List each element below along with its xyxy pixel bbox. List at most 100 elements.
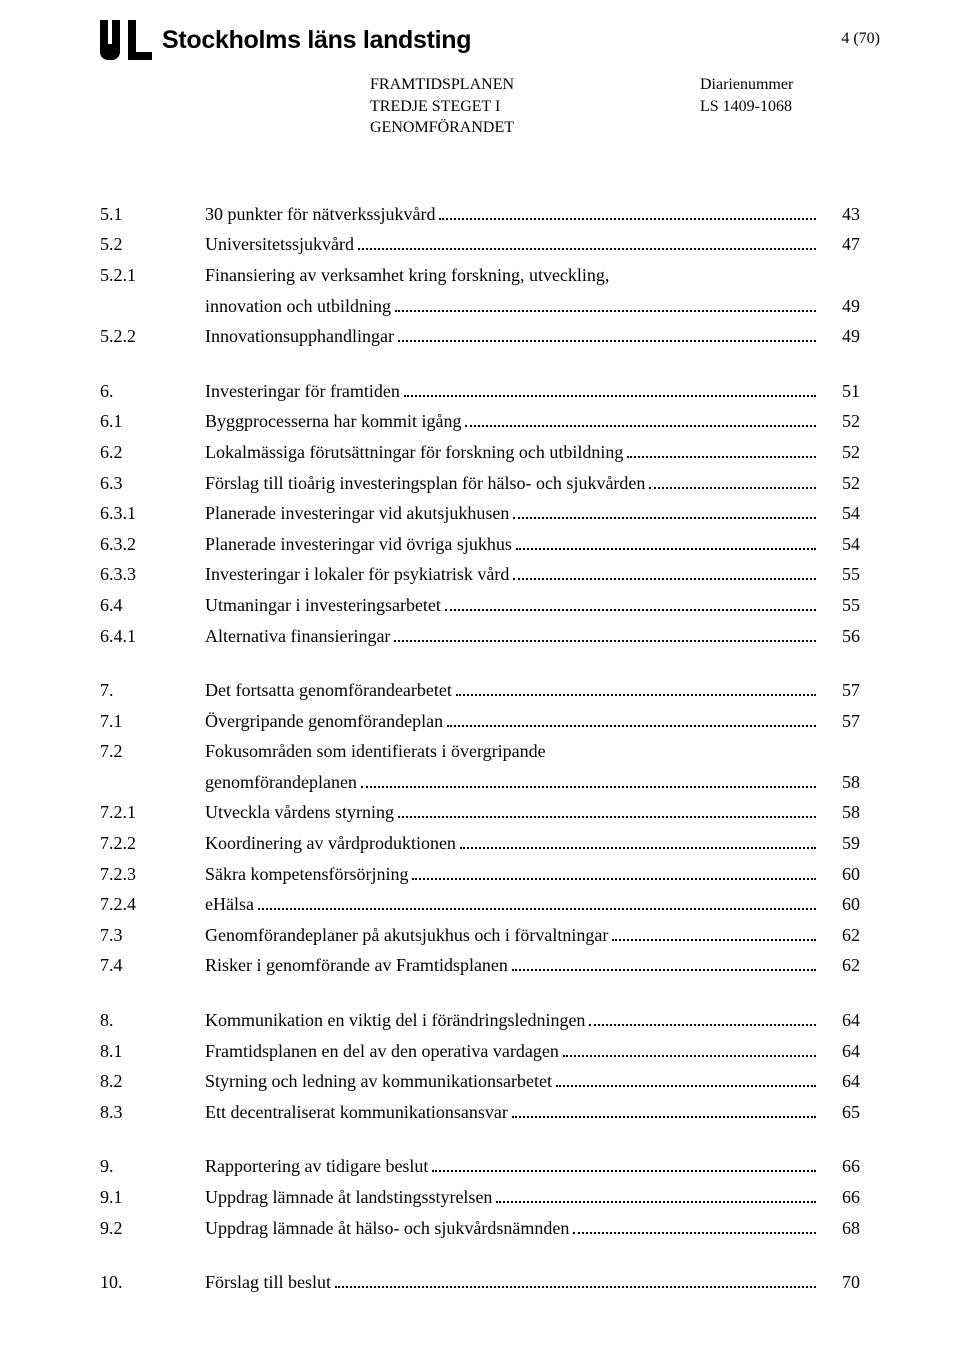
toc-leader-dots (460, 835, 816, 849)
toc-entry-number: 6. (100, 376, 205, 407)
toc-entry[interactable]: 7.2.1Utveckla vårdens styrning58 (100, 797, 860, 828)
toc-entry[interactable]: 7.3Genomförandeplaner på akutsjukhus och… (100, 920, 860, 951)
toc-leader-dots (573, 1219, 816, 1233)
toc-entry[interactable]: 9.Rapportering av tidigare beslut66 (100, 1151, 860, 1182)
toc-entry[interactable]: 7.4Risker i genomförande av Framtidsplan… (100, 950, 860, 981)
toc-entry-title: Koordinering av vårdproduktionen (205, 828, 456, 859)
toc-entry-number: 7.2.4 (100, 889, 205, 920)
toc-entry-number: 8.3 (100, 1097, 205, 1128)
toc-entry-page: 64 (820, 1036, 860, 1067)
toc-entry-number: 10. (100, 1267, 205, 1298)
toc-leader-dots (612, 926, 816, 940)
toc-entry-page: 62 (820, 920, 860, 951)
toc-entry-number: 7.4 (100, 950, 205, 981)
toc-entry[interactable]: 10.Förslag till beslut 70 (100, 1267, 860, 1298)
toc-entry[interactable]: 6.Investeringar för framtiden51 (100, 376, 860, 407)
toc-leader-dots (398, 804, 816, 818)
toc-entry[interactable]: 6.1Byggprocesserna har kommit igång52 (100, 406, 860, 437)
toc-entry-title: Investeringar för framtiden (205, 376, 400, 407)
toc-leader-dots (513, 566, 816, 580)
toc-entry-title: genomförandeplanen (205, 767, 357, 798)
toc-entry[interactable]: 6.4Utmaningar i investeringsarbetet 55 (100, 590, 860, 621)
toc-entry-title: Planerade investeringar vid akutsjukhuse… (205, 498, 509, 529)
toc-entry-page: 55 (820, 559, 860, 590)
toc-entry-title: Uppdrag lämnade åt landstingsstyrelsen (205, 1182, 492, 1213)
toc-entry-body: Finansiering av verksamhet kring forskni… (205, 260, 860, 291)
page-number: 4 (70) (841, 30, 880, 48)
toc-entry[interactable]: 6.3.2Planerade investeringar vid övriga … (100, 529, 860, 560)
toc-entry[interactable]: 8.3Ett decentraliserat kommunikationsans… (100, 1097, 860, 1128)
toc-entry-body: Investeringar för framtiden51 (205, 376, 860, 407)
doc-title-line: TREDJE STEGET I (370, 96, 580, 118)
toc-entry-number: 7.1 (100, 706, 205, 737)
toc-entry-number: 6.4 (100, 590, 205, 621)
toc-group: 8.Kommunikation en viktig del i förändri… (100, 1005, 860, 1127)
toc-entry-title: Universitetssjukvård (205, 229, 354, 260)
toc-leader-dots (556, 1073, 816, 1087)
toc-entry[interactable]: 5.2Universitetssjukvård47 (100, 229, 860, 260)
toc-entry[interactable]: 5.2.1Finansiering av verksamhet kring fo… (100, 260, 860, 291)
toc-entry-page: 55 (820, 590, 860, 621)
toc-entry[interactable]: 7.1Övergripande genomförandeplan57 (100, 706, 860, 737)
toc-entry-title: Planerade investeringar vid övriga sjukh… (205, 529, 512, 560)
toc-entry-title: eHälsa (205, 889, 254, 920)
toc-leader-dots (465, 413, 816, 427)
toc-entry[interactable]: 6.2Lokalmässiga förutsättningar för fors… (100, 437, 860, 468)
toc-entry-body: Koordinering av vårdproduktionen 59 (205, 828, 860, 859)
doc-title-line: GENOMFÖRANDET (370, 117, 580, 139)
toc-entry-page: 70 (820, 1267, 860, 1298)
toc-entry[interactable]: 8.Kommunikation en viktig del i förändri… (100, 1005, 860, 1036)
toc-entry[interactable]: 9.2Uppdrag lämnade åt hälso- och sjukvår… (100, 1213, 860, 1244)
toc-leader-dots (496, 1189, 816, 1203)
toc-group: 9.Rapportering av tidigare beslut669.1Up… (100, 1151, 860, 1243)
toc-entry[interactable]: 7.2.4eHälsa60 (100, 889, 860, 920)
toc-leader-dots (361, 773, 816, 787)
toc-entry-page: 57 (820, 675, 860, 706)
toc-entry[interactable]: 7.Det fortsatta genomförandearbetet57 (100, 675, 860, 706)
toc-entry-page: 59 (820, 828, 860, 859)
toc-entry[interactable]: innovation och utbildning49 (100, 291, 860, 322)
toc-entry[interactable]: genomförandeplanen58 (100, 767, 860, 798)
toc-entry-body: Förslag till beslut 70 (205, 1267, 860, 1298)
toc-entry[interactable]: 6.3.3Investeringar i lokaler för psykiat… (100, 559, 860, 590)
toc-entry-page: 52 (820, 468, 860, 499)
toc-entry-number: 6.3.1 (100, 498, 205, 529)
toc-entry[interactable]: 5.130 punkter för nätverkssjukvård43 (100, 199, 860, 230)
toc-entry[interactable]: 7.2.3Säkra kompetensförsörjning60 (100, 859, 860, 890)
toc-entry[interactable]: 9.1Uppdrag lämnade åt landstingsstyrelse… (100, 1182, 860, 1213)
toc-entry[interactable]: 6.3Förslag till tioårig investeringsplan… (100, 468, 860, 499)
toc-entry-body: Uppdrag lämnade åt hälso- och sjukvårdsn… (205, 1213, 860, 1244)
doc-title-line: FRAMTIDSPLANEN (370, 74, 580, 96)
toc-entry-title: Utmaningar i investeringsarbetet (205, 590, 441, 621)
toc-entry[interactable]: 8.1Framtidsplanen en del av den operativ… (100, 1036, 860, 1067)
toc-entry[interactable]: 6.3.1Planerade investeringar vid akutsju… (100, 498, 860, 529)
toc-entry-page: 64 (820, 1066, 860, 1097)
toc-entry-body: Risker i genomförande av Framtidsplanen6… (205, 950, 860, 981)
toc-entry-number: 6.3.2 (100, 529, 205, 560)
toc-entry-body: Övergripande genomförandeplan57 (205, 706, 860, 737)
org-logo-icon (100, 20, 152, 60)
toc-leader-dots (258, 896, 816, 910)
toc-entry-body: Uppdrag lämnade åt landstingsstyrelsen66 (205, 1182, 860, 1213)
toc-entry-body: Förslag till tioårig investeringsplan fö… (205, 468, 860, 499)
toc-leader-dots (439, 205, 816, 219)
toc-entry-title: Uppdrag lämnade åt hälso- och sjukvårdsn… (205, 1213, 569, 1244)
toc-leader-dots (335, 1274, 816, 1288)
toc-entry[interactable]: 5.2.2Innovationsupphandlingar49 (100, 321, 860, 352)
toc-entry[interactable]: 7.2.2Koordinering av vårdproduktionen59 (100, 828, 860, 859)
toc-leader-dots (512, 1103, 816, 1117)
toc-entry[interactable]: 6.4.1Alternativa finansieringar56 (100, 621, 860, 652)
toc-entry-number: 9. (100, 1151, 205, 1182)
diarienummer-block: Diarienummer LS 1409-1068 (700, 74, 793, 139)
toc-entry-title: Förslag till beslut (205, 1267, 331, 1298)
toc-entry-title: 30 punkter för nätverkssjukvård (205, 199, 435, 230)
toc-leader-dots (456, 682, 816, 696)
table-of-contents: 5.130 punkter för nätverkssjukvård435.2U… (100, 199, 860, 1298)
toc-entry[interactable]: 8.2Styrning och ledning av kommunikation… (100, 1066, 860, 1097)
toc-leader-dots (649, 474, 816, 488)
toc-entry-page: 54 (820, 498, 860, 529)
toc-entry-body: Kommunikation en viktig del i förändring… (205, 1005, 860, 1036)
toc-entry[interactable]: 7.2Fokusområden som identifierats i över… (100, 736, 860, 767)
toc-entry-title: Förslag till tioårig investeringsplan fö… (205, 468, 645, 499)
toc-entry-title: Övergripande genomförandeplan (205, 706, 443, 737)
